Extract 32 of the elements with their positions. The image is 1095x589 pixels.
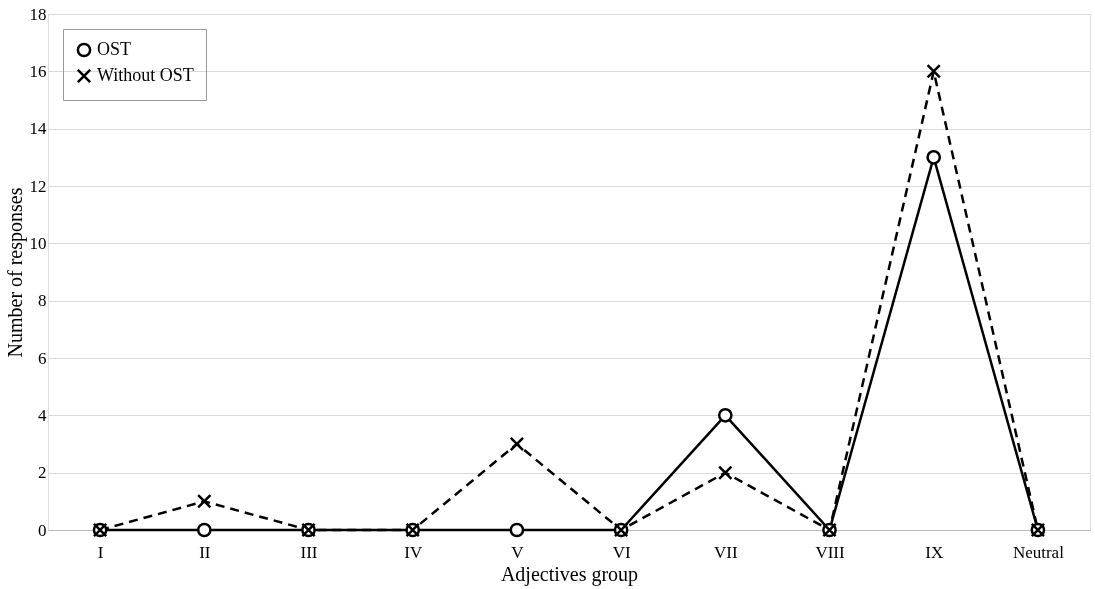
point — [509, 436, 525, 452]
point — [926, 149, 942, 165]
y-tick-label: 4 — [38, 405, 47, 425]
x-tick-label: V — [511, 542, 525, 562]
point — [509, 522, 525, 538]
legend-label: OST — [97, 39, 132, 59]
x-tick-label: VII — [714, 542, 738, 562]
y-axis-title: Number of responses — [3, 187, 27, 358]
x-tick-label: IX — [925, 542, 944, 562]
y-tick-label: 10 — [29, 233, 47, 253]
x-tick-label: I — [97, 542, 104, 562]
point — [717, 407, 733, 423]
y-tick-label: 6 — [38, 348, 47, 368]
y-tick-label: 0 — [38, 520, 47, 540]
point — [717, 465, 733, 481]
y-tick-label: 14 — [29, 119, 47, 139]
x-tick-label: II — [199, 542, 211, 562]
y-tick-label: 12 — [29, 176, 47, 196]
x-tick-label: VIII — [815, 542, 845, 562]
y-tick-label: 18 — [29, 4, 47, 24]
point — [196, 522, 212, 538]
y-tick-label: 2 — [38, 463, 47, 483]
y-tick-label: 16 — [29, 61, 47, 81]
x-axis-title: Adjectives group — [500, 562, 639, 586]
x-tick-label: IV — [404, 542, 423, 562]
y-tick-label: 8 — [38, 291, 47, 311]
x-tick-label: Neutral — [1012, 542, 1065, 562]
x-tick-label: VI — [612, 542, 631, 562]
x-tick-label: III — [300, 542, 318, 562]
point — [196, 493, 212, 509]
point — [926, 63, 942, 79]
legend-label: Without OST — [97, 65, 194, 85]
